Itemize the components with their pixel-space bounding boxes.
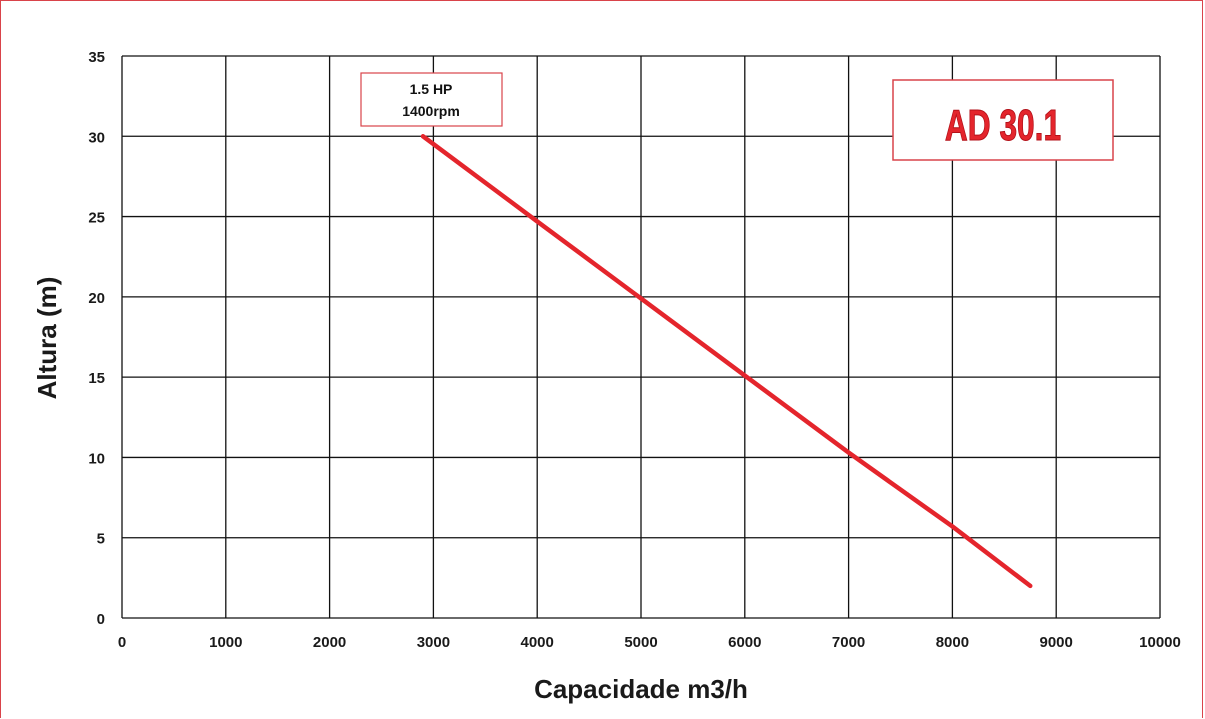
curve-label-box: 1.5 HP 1400rpm <box>360 72 503 127</box>
y-tick-labels: 0 5 10 15 20 25 30 35 <box>88 49 105 628</box>
model-label: AD 30.1 <box>945 101 1061 150</box>
model-box: AD 30.1 <box>892 79 1114 161</box>
x-tick-2: 2000 <box>313 634 346 651</box>
y-tick-4: 20 <box>88 290 105 307</box>
curve-label-rpm: 1400rpm <box>402 103 460 119</box>
y-tick-1: 5 <box>97 531 105 548</box>
y-tick-5: 25 <box>88 210 105 227</box>
x-tick-9: 9000 <box>1040 634 1073 651</box>
x-tick-3: 3000 <box>417 634 450 651</box>
series-line-0 <box>420 134 1033 589</box>
x-tick-4: 4000 <box>521 634 554 651</box>
x-tick-7: 7000 <box>832 634 865 651</box>
model-frame <box>892 79 1114 161</box>
x-tick-5: 5000 <box>624 634 657 651</box>
x-axis-title: Capacidade m3/h <box>534 674 748 704</box>
curve-label-power: 1.5 HP <box>410 81 453 97</box>
x-tick-6: 6000 <box>728 634 761 651</box>
curve-label-frame <box>360 72 503 127</box>
y-tick-6: 30 <box>88 129 105 146</box>
series-group <box>420 134 1033 589</box>
x-tick-0: 0 <box>118 634 126 651</box>
y-tick-7: 35 <box>88 49 105 66</box>
y-tick-2: 10 <box>88 450 105 467</box>
y-tick-3: 15 <box>88 370 105 387</box>
x-tick-1: 1000 <box>209 634 242 651</box>
x-tick-10: 10000 <box>1139 634 1181 651</box>
x-tick-8: 8000 <box>936 634 969 651</box>
y-axis-title: Altura (m) <box>32 277 62 400</box>
x-tick-labels: 0 1000 2000 3000 4000 5000 6000 7000 8000 9000 100… <box>118 634 1181 651</box>
y-tick-0: 0 <box>97 611 105 628</box>
